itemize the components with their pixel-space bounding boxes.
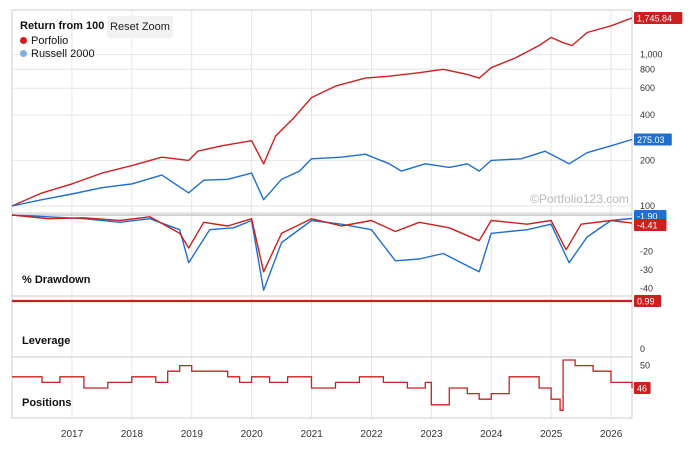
x-tick-label-2: 2019	[181, 429, 204, 440]
value-tag-drawdown-0-bg	[634, 219, 667, 231]
x-tick-label-8: 2025	[540, 429, 563, 440]
value-tag-positions-0-bg	[634, 382, 651, 394]
x-tick-label-4: 2021	[301, 429, 324, 440]
value-tag-drawdown-1: -1.90	[637, 212, 658, 222]
legend-item-russell[interactable]: Russell 2000	[20, 47, 104, 60]
value-tag-leverage-0: 0.99	[637, 296, 655, 306]
y-tick-return-1: 200	[640, 155, 655, 165]
legend-dot-portfolio-icon	[20, 37, 27, 44]
legend-item-portfolio[interactable]: Porfolio	[20, 34, 104, 47]
legend-dot-russell-icon	[20, 50, 27, 57]
positions-label: Positions	[22, 397, 72, 409]
legend-label-russell: Russell 2000	[31, 47, 95, 60]
y-tick-return-5: 1,000	[640, 50, 663, 60]
series-line-return-1	[11, 138, 633, 207]
plot-frame	[11, 9, 633, 419]
value-tag-drawdown-0: -4.41	[637, 221, 658, 231]
value-tag-return-1: 275.03	[637, 135, 665, 145]
series-line-return-0	[11, 17, 633, 207]
legend: Return from 100 Porfolio Russell 2000	[20, 20, 104, 60]
x-tick-label-7: 2024	[480, 429, 503, 440]
value-tag-return-1-bg	[634, 133, 672, 146]
x-tick-label-5: 2022	[360, 429, 383, 440]
value-tag-positions-0: 46	[637, 384, 647, 394]
value-tag-return-0-bg	[634, 12, 683, 25]
leverage-label: Leverage	[22, 335, 71, 347]
drawdown-label: % Drawdown	[22, 274, 91, 286]
y-tick-return-4: 800	[640, 64, 655, 74]
legend-title: Return from 100	[20, 20, 105, 32]
series-line-drawdown-1	[11, 214, 633, 291]
y-tick-drawdown-2: -40	[640, 283, 653, 293]
x-tick-label-3: 2020	[241, 429, 264, 440]
y-tick-drawdown-0: -30	[640, 265, 653, 275]
value-tag-return-0: 1,745.84	[637, 14, 672, 24]
series-line-drawdown-0	[11, 214, 633, 273]
x-tick-label-1: 2018	[121, 429, 144, 440]
watermark: ©Portfolio123.com	[530, 192, 629, 206]
y-tick-return-0: 100	[640, 201, 655, 211]
reset-zoom-button[interactable]: Reset Zoom	[107, 16, 173, 38]
y-tick-drawdown-1: -20	[640, 247, 653, 257]
x-tick-label-6: 2023	[420, 429, 443, 440]
x-tick-label-9: 2026	[600, 429, 623, 440]
series-line-positions-0	[12, 359, 633, 412]
x-tick-label-0: 2017	[61, 429, 84, 440]
value-tag-leverage-0-bg	[634, 294, 662, 307]
y-tick-leverage-0: 0	[640, 344, 645, 354]
y-tick-positions-0: 50	[640, 361, 650, 371]
legend-label-portfolio: Porfolio	[31, 34, 69, 47]
y-tick-return-3: 600	[640, 83, 655, 93]
y-tick-return-2: 400	[640, 110, 655, 120]
